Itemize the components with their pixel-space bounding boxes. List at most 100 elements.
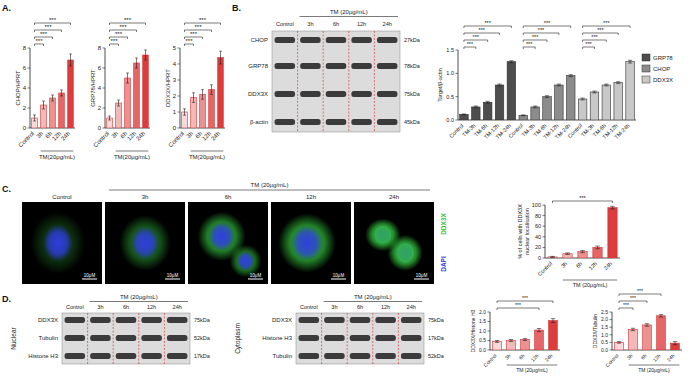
blot-row-label: DDX3X — [38, 317, 58, 323]
y-tick-label: 1.5 — [601, 324, 608, 330]
y-tick — [610, 350, 613, 351]
error-bar — [192, 93, 195, 103]
error-bar — [580, 251, 585, 253]
y-tick-label: 1.5 — [479, 318, 486, 324]
marks — [32, 54, 74, 128]
lane-separator — [164, 313, 165, 364]
y-tick — [103, 88, 106, 89]
scale-bar-label: 10μM — [167, 273, 179, 278]
blot-row-label: GRP78 — [248, 63, 268, 69]
scale-bar — [248, 279, 263, 280]
group-line — [563, 280, 617, 281]
error-bar — [645, 324, 649, 326]
significance-label: *** — [49, 17, 57, 23]
y-tick — [488, 350, 491, 351]
x-tick-label: 3h — [185, 130, 194, 139]
blot-band — [375, 353, 395, 359]
y-tick-label: 0 — [98, 125, 102, 131]
legend-swatch — [642, 65, 650, 72]
x-axis-label: TM (20μg/mL) — [638, 367, 670, 373]
y-tick — [28, 108, 31, 109]
x-axis-label: TM (20μg/mL) — [516, 367, 548, 373]
error-bar — [533, 106, 537, 108]
y-tick-label: 4 — [173, 61, 177, 67]
y-tick-label: 4 — [98, 85, 102, 91]
scale-bar — [331, 279, 346, 280]
bar — [483, 102, 492, 120]
panel-label: D. — [2, 294, 11, 304]
significance-label: *** — [623, 302, 629, 308]
error-bar — [60, 90, 63, 96]
image-lane-label: 12h — [306, 194, 316, 200]
error-bar — [617, 342, 621, 344]
blot-band — [351, 119, 371, 125]
lane-label: Control — [66, 304, 84, 310]
micrograph — [354, 202, 434, 284]
blot-band — [401, 317, 421, 323]
image-lane-label: Control — [52, 194, 71, 200]
blot-band — [275, 63, 295, 69]
scale-bar — [82, 279, 97, 280]
x-tick-label: 12h — [587, 260, 598, 271]
y-tick-label: 2.5 — [601, 309, 608, 315]
x-tick-label: Control — [536, 260, 553, 277]
micrograph — [105, 202, 185, 284]
blot-band — [300, 37, 320, 43]
lane-label: 12h — [357, 21, 366, 27]
bar — [602, 85, 611, 120]
y-tick — [178, 80, 181, 81]
y-tick — [28, 88, 31, 89]
scale-bar-label: 10μM — [250, 273, 262, 278]
y-axis-label: CHOP/HPRT — [15, 70, 21, 106]
group-line — [116, 151, 149, 152]
bar — [460, 114, 469, 120]
significance-label: *** — [544, 20, 551, 26]
y-tick-label: 8 — [23, 45, 27, 51]
error-bar — [557, 84, 561, 86]
y-axis-label: % of cells with DDX3Xnuclear localisatio… — [517, 204, 530, 259]
error-bar — [126, 73, 129, 83]
blot-band — [351, 63, 371, 69]
y-tick — [28, 68, 31, 69]
x-tick-label: 3h — [560, 260, 569, 269]
x-tick-label: 12h — [530, 352, 540, 362]
error-bar — [565, 253, 570, 255]
blot-size-label: 17kDa — [428, 335, 445, 341]
bar — [543, 97, 552, 120]
lane-label: Control — [276, 21, 294, 27]
western-blot: TM (20μg/mL)Control3h6h12h24hDDX3X75kDaH… — [234, 294, 445, 364]
blot-size-label: 52kDa — [428, 353, 445, 359]
blot-band — [167, 335, 187, 341]
micrographs: TM (20μg/mL)Control10μM3h10μM6h10μM12h10… — [22, 182, 447, 284]
error-bar — [33, 115, 36, 121]
blot-membrane — [272, 31, 400, 132]
y-tick — [543, 226, 546, 227]
blot-band — [90, 317, 110, 323]
x-tick-label: TM-24h — [613, 122, 631, 140]
y-axis — [458, 50, 459, 120]
bar — [643, 325, 652, 350]
y-tick-label: 4 — [23, 85, 27, 91]
cell-nucleus — [373, 225, 392, 245]
y-axis-label: GRP78/HPRT — [90, 69, 96, 107]
blot-band — [116, 317, 136, 323]
nuclear-signal — [396, 243, 414, 263]
cell-cytoplasm — [278, 213, 336, 272]
error-bar — [550, 256, 555, 257]
blot-size-label: 45kDa — [404, 119, 421, 125]
lane-separator — [321, 313, 322, 364]
blot-band — [300, 91, 320, 97]
blot-band — [377, 63, 397, 69]
y-tick-label: 8 — [98, 45, 102, 51]
lane-label: 24h — [383, 21, 392, 27]
bar — [218, 58, 224, 128]
y-tick — [178, 96, 181, 97]
bar — [578, 99, 587, 120]
y-axis-label: DDX3X/HPRT — [165, 69, 171, 107]
y-tick-label: 40 — [535, 234, 541, 240]
x-tick-label: 6h — [640, 352, 648, 360]
y-tick — [178, 128, 181, 129]
y-tick-label: 6 — [23, 65, 27, 71]
x-tick-label: 12h — [652, 352, 662, 362]
lane-label: 24h — [407, 304, 416, 310]
